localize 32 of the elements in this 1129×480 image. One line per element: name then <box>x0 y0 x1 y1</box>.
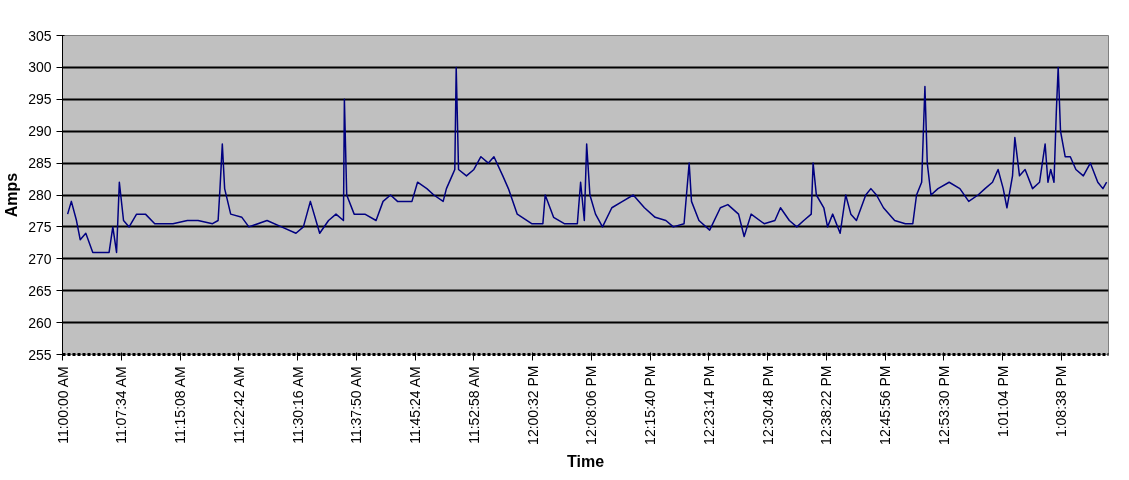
x-tick-label: 11:30:16 AM <box>289 366 306 444</box>
x-tick-label: 12:23:14 PM <box>700 365 717 445</box>
x-tick-label: 11:52:58 AM <box>465 366 482 444</box>
x-tick-label: 12:08:06 PM <box>583 365 600 445</box>
y-tick-label: 255 <box>28 346 52 363</box>
x-tick-label: 1:08:38 PM <box>1053 365 1070 438</box>
y-tick-label: 260 <box>28 314 52 331</box>
y-tick-label: 275 <box>28 218 52 235</box>
x-tick-label: 11:00:00 AM <box>54 366 71 444</box>
x-tick-label: 12:45:56 PM <box>877 365 894 445</box>
y-tick-label: 295 <box>28 91 52 108</box>
y-tick-label: 305 <box>28 27 52 44</box>
x-tick-label: 11:45:24 AM <box>407 366 424 444</box>
x-tick-label: 1:01:04 PM <box>994 365 1011 438</box>
y-axis-title: Amps <box>3 172 21 218</box>
x-tick-label: 12:15:40 PM <box>642 365 659 445</box>
y-tick-label: 300 <box>28 59 52 76</box>
y-tick-label: 265 <box>28 282 52 299</box>
y-tick-label: 290 <box>28 123 52 140</box>
x-tick-label: 12:38:22 PM <box>818 365 835 445</box>
x-tick-label: 12:30:48 PM <box>759 365 776 445</box>
line-series <box>66 66 1108 254</box>
y-tick-label: 280 <box>28 187 52 203</box>
x-tick-label: 11:15:08 AM <box>172 366 189 444</box>
y-tick-label: 270 <box>28 250 52 267</box>
x-tick-label: 12:53:30 PM <box>935 365 952 445</box>
y-tick-label: 285 <box>28 155 52 172</box>
x-tick-label: 11:22:42 AM <box>230 366 247 444</box>
x-tick-label: 12:00:32 PM <box>524 365 541 445</box>
x-tick-label: 11:37:50 AM <box>348 366 365 444</box>
x-axis-title: Time <box>566 452 605 470</box>
x-tick-label: 11:07:34 AM <box>113 366 130 444</box>
